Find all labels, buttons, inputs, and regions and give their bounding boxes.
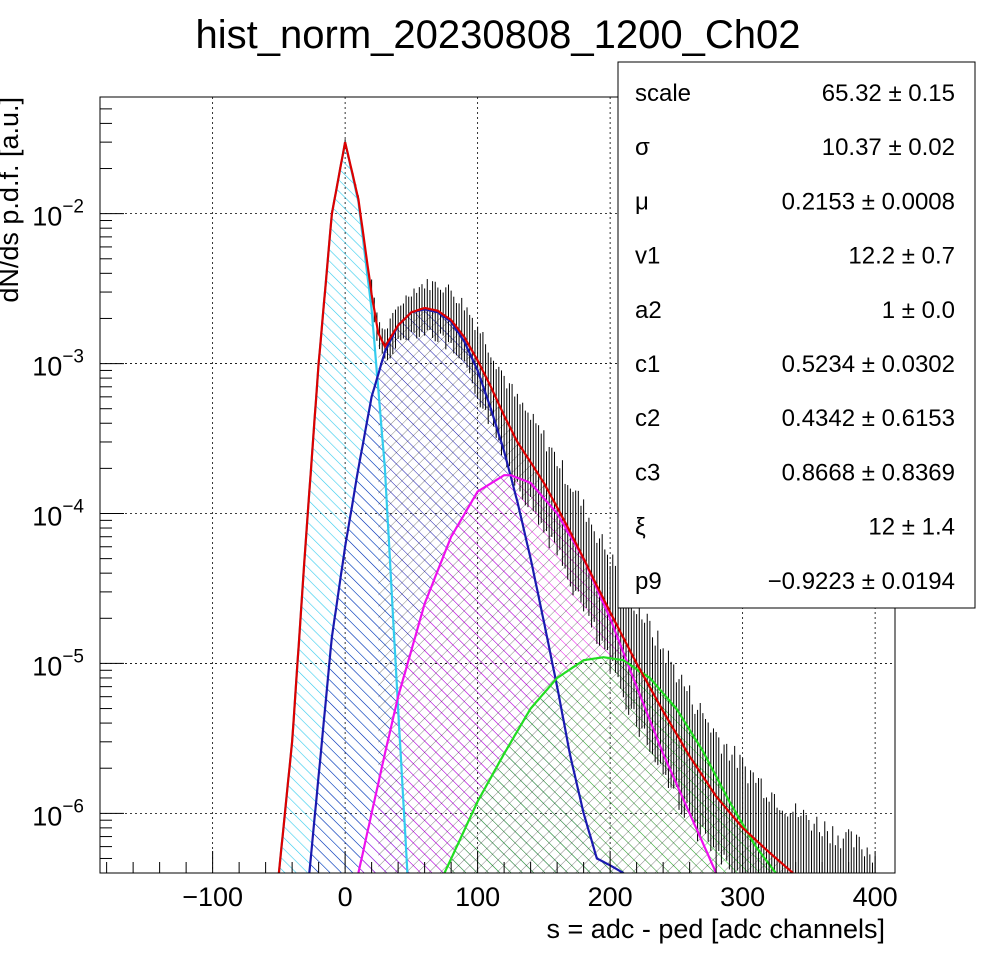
y-tick-exponent: −6 xyxy=(62,796,84,817)
stat-name: ξ xyxy=(635,514,646,541)
two-photoelectron-curve xyxy=(357,474,718,873)
x-tick-label: −100 xyxy=(182,882,243,912)
y-tick-label: 10−3 xyxy=(32,347,84,382)
y-tick-base: 10 xyxy=(32,651,62,681)
stat-name: v1 xyxy=(635,243,660,270)
total-fit-curve xyxy=(277,141,794,873)
stat-name: c1 xyxy=(635,351,660,378)
y-tick-label: 10−5 xyxy=(32,646,84,681)
stat-name: a2 xyxy=(635,297,662,324)
y-tick-base: 10 xyxy=(32,352,62,382)
y-tick-exponent: −3 xyxy=(62,347,84,368)
three-photoelectron-curve xyxy=(443,656,777,873)
chart-title: hist_norm_20230808_1200_Ch02 xyxy=(196,13,801,57)
stat-value: 12.2 ± 0.7 xyxy=(848,243,955,270)
stat-name: p9 xyxy=(635,568,662,595)
y-tick-label: 10−6 xyxy=(32,796,84,831)
fit-curves xyxy=(277,141,794,873)
y-axis-label: dN/ds p.d.f. [a.u.] xyxy=(0,97,24,303)
x-tick-label: 400 xyxy=(853,882,898,912)
y-tick-base: 10 xyxy=(32,202,62,232)
y-tick-exponent: −4 xyxy=(62,497,84,518)
x-tick-label: 300 xyxy=(720,882,765,912)
stat-value: 0.8668 ± 0.8369 xyxy=(782,459,955,486)
stat-value: 65.32 ± 0.15 xyxy=(822,80,955,107)
x-axis-label: s = adc - ped [adc channels] xyxy=(547,914,885,944)
y-tick-label: 10−4 xyxy=(32,497,84,532)
stat-value: −0.9223 ± 0.0194 xyxy=(768,568,955,595)
hatched-fills xyxy=(278,142,793,873)
stat-value: 10.37 ± 0.02 xyxy=(822,134,955,161)
x-tick-label: 0 xyxy=(338,882,353,912)
y-tick-exponent: −2 xyxy=(62,197,84,218)
stat-name: c2 xyxy=(635,405,660,432)
x-tick-label: 100 xyxy=(455,882,500,912)
y-tick-exponent: −5 xyxy=(62,646,84,667)
stat-value: 1 ± 0.0 xyxy=(882,297,955,324)
stat-name: scale xyxy=(635,80,691,107)
stat-name: σ xyxy=(635,134,650,161)
stat-value: 12 ± 1.4 xyxy=(868,514,955,541)
stat-name: μ xyxy=(635,188,649,215)
stat-value: 0.4342 ± 0.6153 xyxy=(782,405,955,432)
stat-name: c3 xyxy=(635,459,660,486)
stats-box-frame xyxy=(617,61,976,609)
one-photoelectron-curve xyxy=(308,308,624,873)
histogram-fill xyxy=(378,308,793,873)
y-tick-base: 10 xyxy=(32,801,62,831)
y-tick-label: 10−2 xyxy=(32,197,84,232)
stat-value: 0.2153 ± 0.0008 xyxy=(782,188,955,215)
x-tick-label: 200 xyxy=(588,882,633,912)
y-tick-base: 10 xyxy=(32,502,62,532)
stat-value: 0.5234 ± 0.0302 xyxy=(782,351,955,378)
fit-statistics-box: scale 65.32 ± 0.15 σ 10.37 ± 0.02 μ 0.2153 ± … xyxy=(617,61,976,609)
